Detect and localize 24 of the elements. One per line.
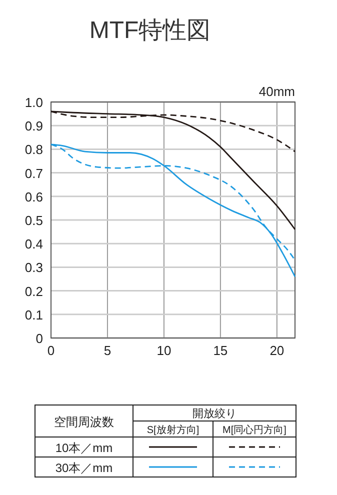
text: 開放絞り bbox=[192, 407, 236, 420]
text: 10本／mm bbox=[55, 441, 113, 455]
y-tick-label: 0.7 bbox=[24, 166, 43, 181]
text: 空間周波数 bbox=[54, 415, 114, 429]
y-tick-label: 0 bbox=[36, 331, 43, 346]
y-tick-label: 0.8 bbox=[24, 142, 43, 158]
chart-title: MTF特性図 bbox=[89, 17, 211, 44]
y-tick-label: 0.4 bbox=[24, 236, 43, 252]
x-tick-label: 0 bbox=[47, 343, 55, 358]
x-tick-label: 15 bbox=[213, 343, 228, 358]
text: S[放射方向] bbox=[146, 424, 200, 436]
text: 30本／mm bbox=[55, 461, 113, 475]
y-tick-label: 0.3 bbox=[24, 260, 43, 276]
x-tick-label: 20 bbox=[270, 343, 284, 358]
text: 40mm bbox=[258, 84, 295, 99]
y-tick-label: 1.0 bbox=[24, 95, 43, 110]
y-tick-label: 0.9 bbox=[24, 118, 43, 134]
x-tick-label: 5 bbox=[104, 343, 112, 358]
x-tick-label: 10 bbox=[156, 343, 172, 358]
y-tick-label: 0.1 bbox=[24, 307, 43, 322]
y-tick-label: 0.6 bbox=[24, 189, 43, 204]
y-tick-label: 0.5 bbox=[24, 213, 43, 228]
y-tick-label: 0.2 bbox=[24, 284, 43, 299]
text: M[同心円方向] bbox=[222, 424, 287, 436]
